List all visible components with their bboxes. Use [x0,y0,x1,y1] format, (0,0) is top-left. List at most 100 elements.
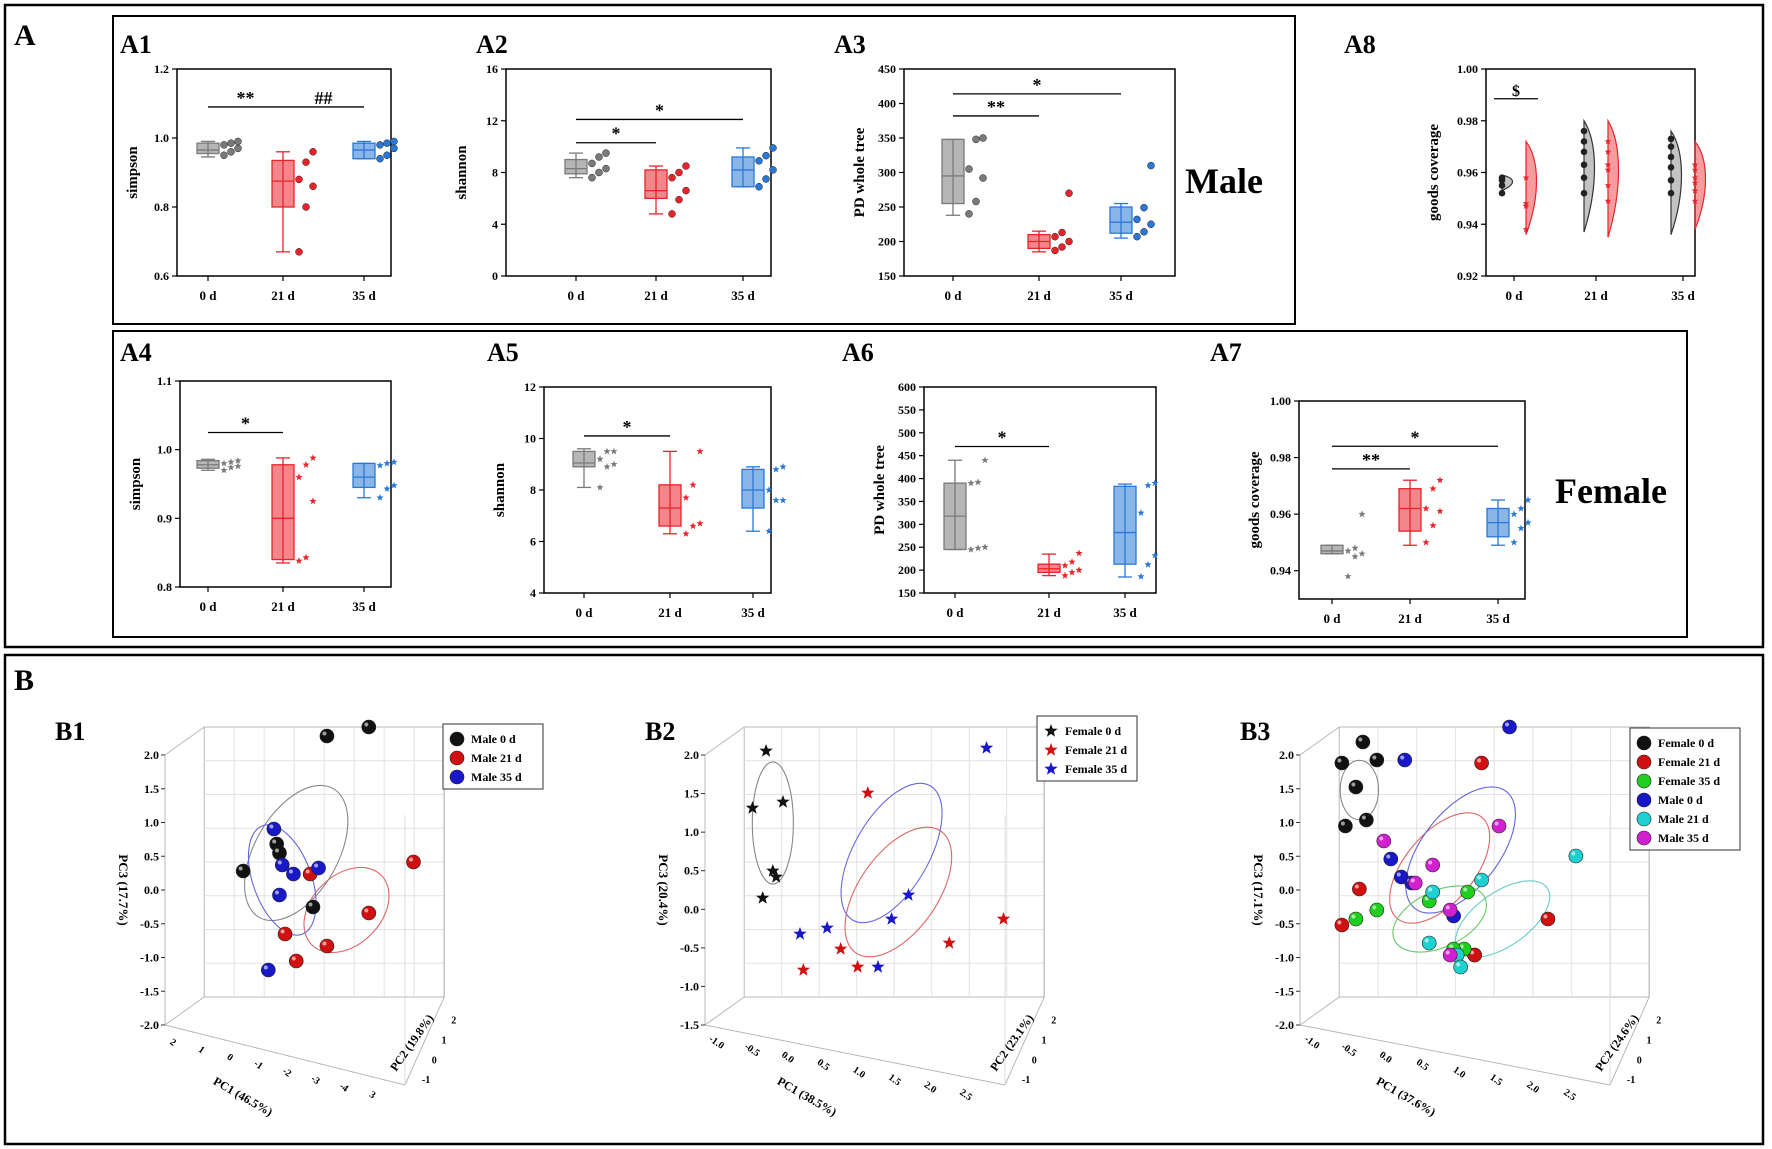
edge [1299,1024,1611,1086]
data-point [696,519,704,527]
z-tick-label: 2.0 [1279,748,1294,762]
y-tick-label: 0.96 [1457,166,1478,180]
box-body [1320,544,1344,555]
data-point [1691,179,1699,186]
panel-a-frame [3,3,1765,649]
box-body [564,158,588,175]
y-tick-label: 2 [1656,1016,1661,1027]
data-point [1667,135,1675,143]
data-point-highlight [1445,950,1450,955]
significance-label: ** [987,97,1005,117]
x-tick-label: 35 d [1486,611,1510,626]
data-point [1051,232,1059,241]
data-point [603,463,611,470]
legend: Female 0 d Female 21 d Female 35 d [1036,715,1138,782]
z-axis-label: PC3 (17.1%) [1251,854,1266,926]
data-point-highlight [1372,755,1377,760]
data-point [220,141,228,149]
data-point [376,141,384,149]
y-tick-label: 10 [524,432,536,446]
legend-marker [449,750,465,766]
box-35d [1113,479,1159,580]
data-point [755,157,763,165]
y-tick-label: 1 [442,1036,447,1047]
significance-label: * [1033,75,1042,95]
z-tick-label: 0.5 [1279,849,1294,863]
x-tick-label: -1 [252,1058,265,1072]
x-tick-label: -3 [309,1073,322,1087]
data-point-highlight [322,941,327,946]
data-point [272,887,287,903]
data-point [1338,818,1353,834]
data-point [235,863,251,879]
x-tick-label: 1.5 [1488,1072,1505,1088]
chart-title: A5 [487,338,519,367]
z-tick-label: -0.5 [140,917,159,931]
data-point [1147,161,1155,170]
box-21d [271,148,317,256]
data-point [1691,166,1699,173]
plot-frame [176,68,392,277]
data-point-highlight [1351,914,1356,919]
data-point-highlight [1424,896,1429,901]
y-tick-label: 450 [898,449,916,463]
significance-label: * [612,124,621,144]
data-point [1502,719,1517,735]
data-point [376,461,384,469]
x-tick-label: -1.0 [1302,1034,1321,1052]
data-point [595,153,603,161]
x-tick-label: 3 [367,1089,377,1101]
data-point [1425,857,1440,873]
data-point [967,479,975,487]
data-point-highlight [322,731,327,736]
legend: Male 0 d Male 21 d Male 35 d [442,723,544,790]
y-tick-label: 16 [486,62,498,76]
data-point [762,175,770,183]
data-point [266,821,282,837]
data-point [595,168,603,177]
data-point-highlight [263,965,268,970]
data-point [286,866,301,882]
x-tick-label: 1.5 [886,1072,903,1088]
data-point-highlight [364,908,369,913]
y-tick-label: 1 [1042,1036,1047,1047]
legend-marker [1636,735,1652,751]
data-point [588,159,596,168]
data-point-highlight [364,722,369,727]
data-point [1522,174,1530,181]
z-tick-label: -1.0 [680,979,699,993]
data-point-highlight [1494,821,1499,826]
box-35d [1109,161,1155,241]
data-point [295,473,303,481]
chart-a1: A1 0.6 0.8 1.0 1.2 simpson 0 d 21 d 35 d ** ## [120,30,398,303]
y-tick-label: 200 [898,563,916,577]
z-tick-label: 1.0 [1279,816,1294,830]
data-point [390,458,398,466]
z-tick-label: -1.5 [680,1018,699,1032]
z-tick-label: -0.5 [680,941,699,955]
violin-half [1583,118,1596,233]
data-point [1604,166,1612,173]
data-point [1425,884,1440,900]
data-point [793,927,807,940]
violin-half [1525,139,1538,235]
z-tick-label: 1.0 [684,825,699,839]
x-tick-label: 35 d [352,599,376,614]
data-point [1522,200,1530,207]
data-point [1147,220,1155,228]
data-point-highlight [1543,914,1548,919]
data-point [972,197,980,206]
box-body [1109,206,1133,234]
data-point-highlight [1470,950,1475,955]
data-point [1351,552,1359,560]
edge [1299,996,1340,1026]
edge [164,1024,406,1086]
data-point [965,165,973,173]
data-point [967,545,975,553]
data-point [981,543,989,551]
data-point [759,744,773,757]
data-point [1051,246,1059,255]
group-ellipse [244,784,349,922]
box-0d [1320,510,1366,580]
x-tick-label: 2.0 [922,1080,939,1096]
